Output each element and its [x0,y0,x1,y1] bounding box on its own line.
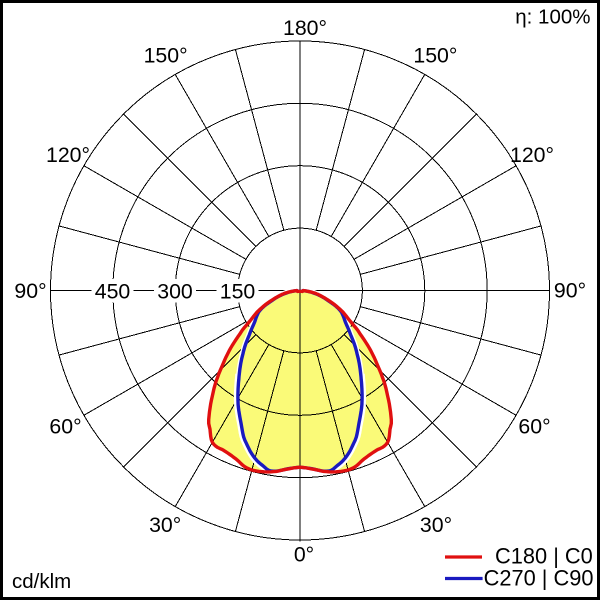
svg-text:300: 300 [157,279,193,303]
svg-text:cd/klm: cd/klm [12,570,71,593]
svg-text:180°: 180° [283,16,327,40]
svg-text:30°: 30° [420,513,452,537]
svg-text:120°: 120° [46,143,90,167]
svg-text:C180 | C0: C180 | C0 [495,544,593,569]
svg-text:C270 | C90: C270 | C90 [484,566,594,591]
svg-text:90°: 90° [14,279,46,303]
svg-text:60°: 60° [49,415,81,439]
svg-text:90°: 90° [554,279,586,303]
svg-text:150°: 150° [144,44,188,68]
svg-text:120°: 120° [510,143,554,167]
svg-text:150: 150 [220,279,256,303]
svg-text:450: 450 [95,279,131,303]
svg-text:30°: 30° [149,513,181,537]
svg-text:60°: 60° [518,415,550,439]
svg-text:150°: 150° [413,44,457,68]
svg-text:η: 100%: η: 100% [515,6,590,29]
svg-text:0°: 0° [294,543,314,567]
